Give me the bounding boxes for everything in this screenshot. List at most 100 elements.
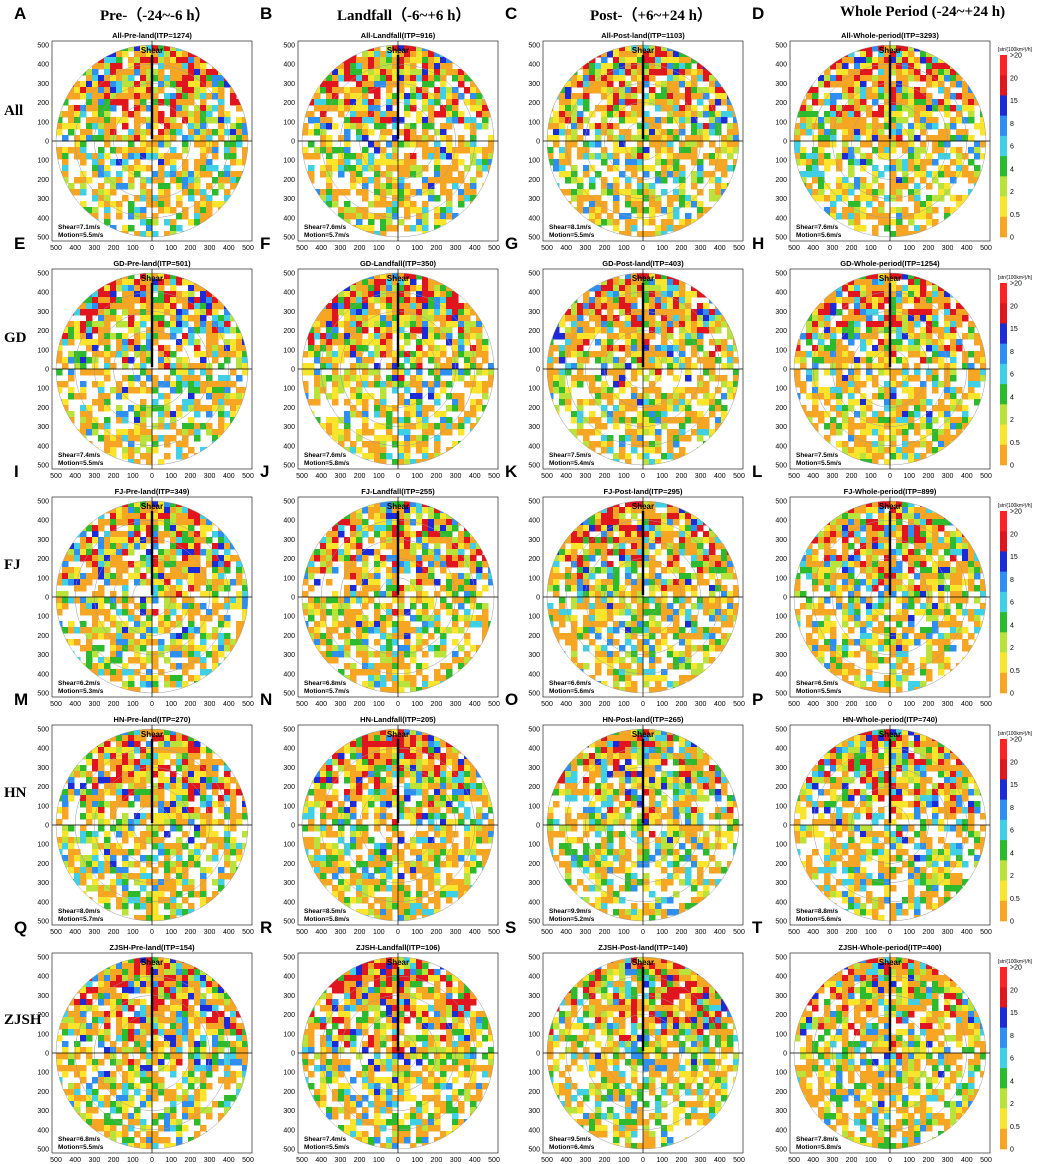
shear-label: Shear	[387, 274, 409, 283]
heatmap-cell	[362, 363, 369, 370]
heatmap-cell	[356, 219, 363, 226]
heatmap-cell	[218, 381, 225, 388]
heatmap-cell	[854, 63, 861, 70]
heatmap-cell	[446, 291, 453, 298]
heatmap-cell	[470, 117, 477, 124]
heatmap-cell	[104, 51, 111, 58]
heatmap-cell	[164, 321, 171, 328]
heatmap-cell	[212, 297, 219, 304]
heatmap-cell	[134, 69, 141, 76]
heatmap-cell	[727, 279, 734, 286]
heatmap-cell	[224, 441, 231, 448]
heatmap-cell	[128, 93, 135, 100]
heatmap-cell	[104, 195, 111, 202]
x-tick-label: 400	[69, 245, 81, 252]
heatmap-cell	[902, 177, 909, 184]
motion-value: Motion=5.6m/s	[796, 232, 842, 239]
heatmap-cell	[164, 135, 171, 142]
heatmap-cell	[733, 87, 740, 94]
heatmap-cell	[470, 63, 477, 70]
heatmap-cell	[452, 309, 459, 316]
heatmap-cell	[619, 279, 626, 286]
heatmap-cell	[320, 297, 327, 304]
heatmap-cell	[860, 159, 867, 166]
heatmap-cell	[104, 81, 111, 88]
heatmap-cell	[392, 153, 399, 160]
heatmap-cell	[308, 45, 315, 52]
heatmap-cell	[332, 297, 339, 304]
heatmap-cell	[968, 57, 975, 64]
heatmap-cell	[170, 411, 177, 418]
heatmap-cell	[308, 111, 315, 118]
heatmap-cell	[386, 201, 393, 208]
heatmap-cell	[404, 357, 411, 364]
heatmap-cell	[110, 459, 117, 466]
heatmap-cell	[794, 129, 801, 136]
heatmap-cell	[380, 297, 387, 304]
heatmap-cell	[362, 57, 369, 64]
heatmap-cell	[589, 141, 596, 148]
heatmap-cell	[188, 399, 195, 406]
heatmap-cell	[733, 285, 740, 292]
heatmap-cell	[308, 141, 315, 148]
heatmap-cell	[332, 195, 339, 202]
y-tick-label: 0	[536, 139, 540, 146]
heatmap-cell	[74, 111, 81, 118]
heatmap-cell	[440, 345, 447, 352]
x-tick-label: 300	[827, 245, 839, 252]
heatmap-cell	[589, 69, 596, 76]
heatmap-cell	[104, 375, 111, 382]
colorbar-segment	[1000, 75, 1007, 96]
heatmap-cell	[368, 339, 375, 346]
x-tick-label: 500	[788, 245, 800, 252]
heatmap-cell	[350, 459, 357, 466]
heatmap-cell	[302, 297, 309, 304]
heatmap-cell	[818, 159, 825, 166]
heatmap-cell	[691, 183, 698, 190]
heatmap-cell	[926, 201, 933, 208]
heatmap-cell	[464, 417, 471, 424]
heatmap-cell	[206, 231, 213, 238]
heatmap-cell	[350, 321, 357, 328]
heatmap-cell	[661, 117, 668, 124]
heatmap-cell	[938, 99, 945, 106]
heatmap-cell	[116, 147, 123, 154]
x-tick-label: 200	[185, 473, 197, 480]
heatmap-cell	[607, 135, 614, 142]
heatmap-cell	[950, 123, 957, 130]
heatmap-cell	[812, 171, 819, 178]
heatmap-cell	[404, 285, 411, 292]
heatmap-cell	[326, 195, 333, 202]
heatmap-cell	[824, 81, 831, 88]
heatmap-cell	[152, 375, 159, 382]
heatmap-cell	[314, 351, 321, 358]
heatmap-cell	[950, 231, 957, 238]
heatmap-cell	[842, 135, 849, 142]
heatmap-cell	[128, 381, 135, 388]
heatmap-cell	[458, 399, 465, 406]
heatmap-cell	[440, 165, 447, 172]
heatmap-cell	[218, 177, 225, 184]
heatmap-cell	[824, 69, 831, 76]
heatmap-cell	[86, 405, 93, 412]
heatmap-cell	[595, 315, 602, 322]
heatmap-cell	[110, 57, 117, 64]
heatmap-cell	[176, 75, 183, 82]
heatmap-cell	[938, 87, 945, 94]
heatmap-cell	[818, 51, 825, 58]
heatmap-cell	[62, 81, 69, 88]
heatmap-cell	[410, 411, 417, 418]
heatmap-cell	[806, 45, 813, 52]
heatmap-cell	[104, 279, 111, 286]
heatmap-cell	[446, 69, 453, 76]
heatmap-cell	[140, 381, 147, 388]
heatmap-cell	[920, 225, 927, 232]
heatmap-cell	[326, 423, 333, 430]
heatmap-cell	[68, 273, 75, 280]
heatmap-cell	[836, 189, 843, 196]
heatmap-cell	[709, 279, 716, 286]
heatmap-cell	[308, 321, 315, 328]
heatmap-cell	[362, 291, 369, 298]
heatmap-cell	[559, 297, 566, 304]
heatmap-cell	[128, 429, 135, 436]
